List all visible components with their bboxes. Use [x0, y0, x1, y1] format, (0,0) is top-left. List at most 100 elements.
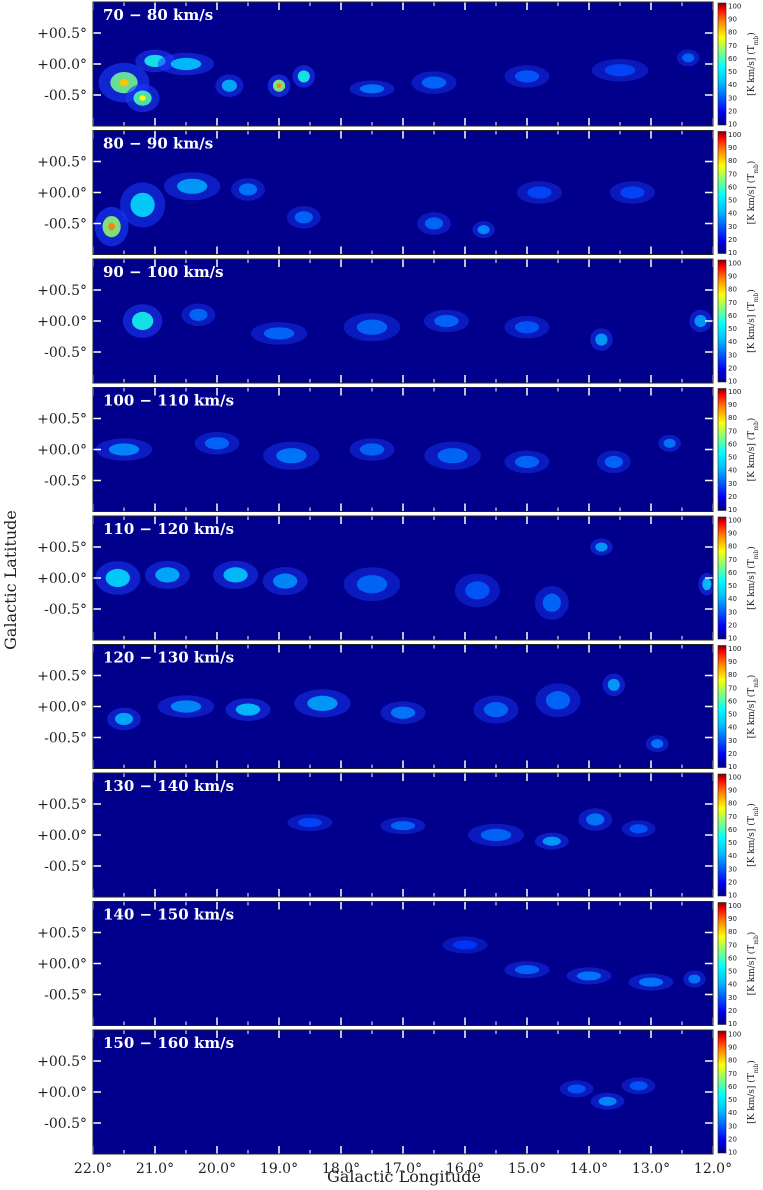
y-tick-label: +00.5°: [37, 926, 87, 942]
colorbar-tick-label: 70: [728, 427, 737, 435]
colorbar-tick-label: 60: [728, 954, 737, 962]
y-tick-label: +00.0°: [37, 828, 87, 844]
emission-core: [483, 702, 509, 718]
y-tick-label: -00.5°: [44, 217, 87, 233]
colorbar-tick-label: 20: [728, 493, 737, 501]
emission-core: [356, 575, 388, 594]
emission-core: [189, 308, 208, 321]
emission-core: [477, 225, 490, 235]
velocity-range-label: 70 − 80 km/s: [103, 6, 213, 24]
colorbar-tick-label: 70: [728, 941, 737, 949]
colorbar-tick-label: 10: [728, 506, 737, 514]
map-frame: [92, 258, 714, 384]
emission-core: [170, 57, 202, 71]
emission-core: [595, 542, 608, 552]
colorbar-tick-label: 90: [728, 401, 737, 409]
emission-core: [663, 438, 676, 448]
colorbar-tick-label: 20: [728, 1007, 737, 1015]
colorbar: [717, 388, 727, 511]
colorbar-tick-label: 20: [728, 107, 737, 115]
colorbar-unit-label: [K km/s] (Tmb): [746, 803, 760, 867]
colorbar-tick-label: 50: [728, 68, 737, 76]
y-tick-label: -00.5°: [44, 1116, 87, 1132]
emission-core: [586, 813, 605, 826]
velocity-range-label: 130 − 140 km/s: [103, 777, 234, 795]
emission-core: [307, 695, 338, 711]
map-frame: [92, 644, 714, 769]
emission-core: [390, 706, 416, 719]
colorbar-tick-label: 10: [728, 249, 737, 257]
emission-core: [620, 186, 645, 199]
colorbar-tick-label: 80: [728, 928, 737, 936]
x-tick-label: 14.0°: [570, 1161, 608, 1177]
emission-core: [238, 183, 258, 196]
emission-core: [480, 828, 512, 842]
colorbar-tick-label: 30: [728, 480, 737, 488]
emission-core: [424, 217, 444, 230]
x-axis-title: Galactic Longitude: [327, 1167, 481, 1186]
map-background: [93, 516, 713, 640]
y-tick-label: +00.0°: [37, 571, 87, 587]
emission-core: [629, 1081, 648, 1091]
colorbar-tick-label: 20: [728, 1135, 737, 1143]
velocity-range-label: 140 − 150 km/s: [103, 906, 234, 924]
colorbar-tick-label: 60: [728, 312, 737, 320]
colorbar-tick-label: 70: [728, 684, 737, 692]
emission-core: [223, 567, 248, 583]
velocity-range-label: 110 − 120 km/s: [103, 520, 234, 538]
colorbar: [717, 1030, 727, 1154]
x-tick-label: 17.0°: [384, 1161, 422, 1177]
emission-core: [514, 455, 540, 468]
y-tick-label: +00.5°: [37, 412, 87, 428]
colorbar-tick-label: 70: [728, 299, 737, 307]
emission-peak: [139, 95, 146, 101]
colorbar-tick-label: 20: [728, 750, 737, 758]
colorbar-tick-label: 20: [728, 236, 737, 244]
emission-core: [130, 192, 155, 218]
colorbar-unit-label: [K km/s] (Tmb): [746, 675, 760, 739]
velocity-range-label: 100 − 110 km/s: [103, 392, 234, 410]
colorbar-tick-label: 40: [728, 595, 737, 603]
emission-core: [651, 739, 664, 749]
channel-panel: +00.5° +00.0° -00.5° 80 − 90 km/s 100 90 80 70 6…: [37, 130, 760, 257]
y-tick-label: +00.0°: [37, 700, 87, 716]
map-frame: [92, 387, 714, 512]
emission-core: [131, 311, 154, 331]
x-tick-label: 21.0°: [136, 1161, 174, 1177]
colorbar-tick-label: 30: [728, 737, 737, 745]
x-tick-label: 13.0°: [632, 1161, 670, 1177]
channel-panel: +00.5° +00.0° -00.5° 140 − 150 km/s 100 90 80 7…: [37, 901, 760, 1028]
colorbar-unit-label: [K km/s] (Tmb): [746, 1060, 760, 1124]
emission-core: [359, 443, 385, 456]
map-background: [93, 901, 713, 1026]
emission-core: [638, 977, 664, 987]
colorbar-tick-label: 40: [728, 81, 737, 89]
colorbar-tick-label: 60: [728, 55, 737, 63]
colorbar-tick-label: 100: [728, 1031, 741, 1039]
colorbar-tick-label: 80: [728, 157, 737, 165]
y-tick-label: +00.5°: [37, 283, 87, 299]
colorbar-tick-label: 100: [728, 902, 741, 910]
colorbar-unit-label: [K km/s] (Tmb): [746, 546, 760, 610]
x-tick-label: 12.0°: [694, 1161, 732, 1177]
map-background: [93, 259, 713, 383]
colorbar-tick-label: 20: [728, 878, 737, 886]
emission-core: [177, 178, 208, 194]
colorbar-tick-label: 100: [728, 388, 741, 396]
colorbar-tick-label: 40: [728, 981, 737, 989]
emission-core: [465, 581, 490, 600]
emission-core: [235, 703, 261, 716]
colorbar-tick-label: 30: [728, 223, 737, 231]
colorbar-tick-label: 10: [728, 121, 737, 129]
emission-core: [567, 1084, 586, 1094]
colorbar-tick-label: 30: [728, 608, 737, 616]
colorbar: [717, 2, 727, 126]
emission-core: [514, 321, 540, 334]
emission-core: [356, 319, 388, 335]
emission-core: [527, 186, 552, 199]
colorbar: [717, 516, 727, 640]
colorbar-tick-label: 80: [728, 800, 737, 808]
emission-core: [390, 821, 416, 831]
map-frame: [92, 1029, 714, 1155]
